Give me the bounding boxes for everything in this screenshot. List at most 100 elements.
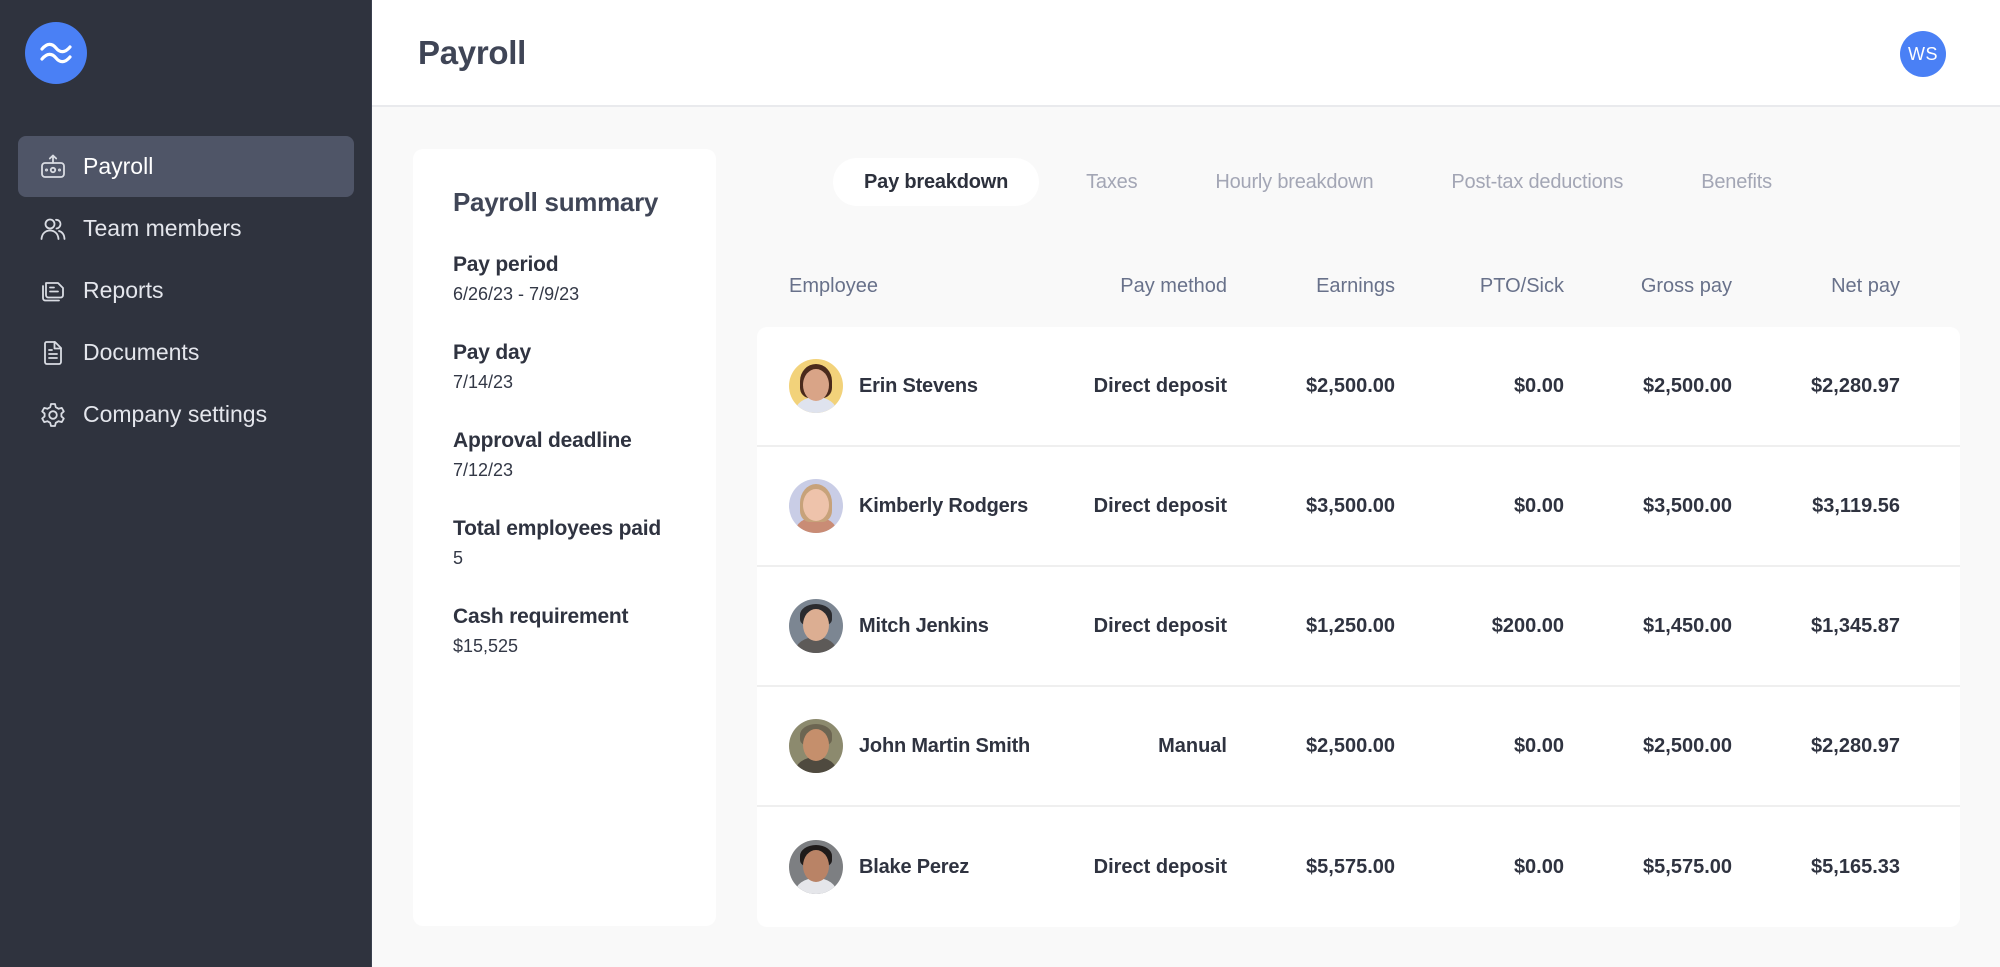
net-pay-cell: $2,280.97	[1811, 734, 1900, 757]
net-pay-cell: $3,119.56	[1812, 494, 1900, 517]
pto-sick-cell: $0.00	[1513, 734, 1564, 757]
user-avatar[interactable]: WS	[1900, 31, 1946, 77]
column-header-earnings[interactable]: Earnings	[1316, 274, 1395, 297]
pay-method-cell: Direct deposit	[1093, 614, 1227, 637]
pay-method-cell: Direct deposit	[1093, 494, 1227, 517]
sidebar-item-documents[interactable]: Documents	[18, 322, 354, 383]
avatar	[789, 599, 843, 653]
earnings-cell: $1,250.00	[1306, 614, 1395, 637]
reports-icon	[38, 276, 68, 306]
pay-breakdown-table: Employee Pay method Earnings PTO/Sick Gr…	[757, 245, 1960, 927]
pto-sick-cell: $0.00	[1513, 374, 1564, 397]
tab-taxes[interactable]: Taxes	[1086, 170, 1138, 193]
sidebar-item-label: Payroll	[83, 153, 154, 179]
table-row[interactable]: Kimberly Rodgers Direct deposit $3,500.0…	[757, 447, 1960, 567]
employee-name: Mitch Jenkins	[859, 614, 989, 637]
summary-cash-requirement: Cash requirement $15,525	[453, 602, 716, 657]
sidebar-nav: Payroll Team members Reports Documents	[18, 136, 354, 446]
employee-cell: John Martin Smith	[757, 719, 1057, 773]
sidebar-item-label: Team members	[83, 215, 242, 241]
net-pay-cell: $5,165.33	[1811, 855, 1900, 878]
employee-name: John Martin Smith	[859, 734, 1031, 757]
pay-method-cell: Direct deposit	[1093, 374, 1227, 397]
breakdown-tabs: Pay breakdown Taxes Hourly breakdown Pos…	[833, 158, 1819, 206]
payroll-icon	[38, 152, 68, 182]
top-bar: Payroll WS	[372, 0, 2000, 107]
summary-label: Total employees paid	[453, 517, 661, 540]
summary-label: Approval deadline	[453, 429, 632, 452]
column-header-net-pay[interactable]: Net pay	[1831, 274, 1900, 297]
employee-cell: Kimberly Rodgers	[757, 479, 1057, 533]
summary-value: 5	[453, 548, 464, 568]
table-row[interactable]: Erin Stevens Direct deposit $2,500.00 $0…	[757, 327, 1960, 447]
pay-method-cell: Direct deposit	[1093, 855, 1227, 878]
net-pay-cell: $1,345.87	[1811, 614, 1900, 637]
pto-sick-cell: $0.00	[1513, 494, 1564, 517]
summary-label: Pay day	[453, 341, 531, 364]
summary-label: Cash requirement	[453, 605, 629, 628]
summary-label: Pay period	[453, 253, 559, 276]
column-header-employee[interactable]: Employee	[789, 274, 878, 297]
employee-cell: Erin Stevens	[757, 359, 1057, 413]
sidebar-item-reports[interactable]: Reports	[18, 260, 354, 321]
summary-pay-day: Pay day 7/14/23	[453, 338, 716, 393]
summary-value: 6/26/23 - 7/9/23	[453, 284, 580, 304]
avatar	[789, 359, 843, 413]
summary-value: 7/14/23	[453, 372, 514, 392]
gross-pay-cell: $3,500.00	[1643, 494, 1732, 517]
summary-approval-deadline: Approval deadline 7/12/23	[453, 426, 716, 481]
tab-hourly-breakdown[interactable]: Hourly breakdown	[1215, 170, 1374, 193]
gross-pay-cell: $2,500.00	[1643, 374, 1732, 397]
pto-sick-cell: $0.00	[1513, 855, 1564, 878]
employee-cell: Mitch Jenkins	[757, 599, 1057, 653]
table-row[interactable]: Blake Perez Direct deposit $5,575.00 $0.…	[757, 807, 1960, 927]
earnings-cell: $5,575.00	[1306, 855, 1395, 878]
summary-total-employees: Total employees paid 5	[453, 514, 716, 569]
avatar	[789, 479, 843, 533]
summary-value: 7/12/23	[453, 460, 514, 480]
earnings-cell: $2,500.00	[1306, 734, 1395, 757]
gear-icon	[38, 400, 68, 430]
sidebar-item-label: Documents	[83, 339, 200, 365]
table-row[interactable]: Mitch Jenkins Direct deposit $1,250.00 $…	[757, 567, 1960, 687]
tab-benefits[interactable]: Benefits	[1701, 170, 1772, 193]
tab-pay-breakdown[interactable]: Pay breakdown	[833, 158, 1040, 206]
employee-name: Erin Stevens	[859, 374, 978, 397]
pay-method-cell: Manual	[1158, 734, 1227, 757]
table-body: Erin Stevens Direct deposit $2,500.00 $0…	[757, 327, 1960, 927]
column-header-pay-method[interactable]: Pay method	[1120, 274, 1227, 297]
earnings-cell: $2,500.00	[1306, 374, 1395, 397]
sidebar-item-label: Reports	[83, 277, 164, 303]
gross-pay-cell: $2,500.00	[1643, 734, 1732, 757]
employee-name: Blake Perez	[859, 855, 970, 878]
gross-pay-cell: $5,575.00	[1643, 855, 1732, 878]
earnings-cell: $3,500.00	[1306, 494, 1395, 517]
sidebar-item-label: Company settings	[83, 401, 268, 427]
gross-pay-cell: $1,450.00	[1643, 614, 1732, 637]
avatar	[789, 719, 843, 773]
sidebar-item-company-settings[interactable]: Company settings	[18, 384, 354, 445]
tab-post-tax-deductions[interactable]: Post-tax deductions	[1451, 170, 1624, 193]
employee-cell: Blake Perez	[757, 840, 1057, 894]
table-row[interactable]: John Martin Smith Manual $2,500.00 $0.00…	[757, 687, 1960, 807]
column-header-pto-sick[interactable]: PTO/Sick	[1479, 274, 1564, 297]
sidebar-item-payroll[interactable]: Payroll	[18, 136, 354, 197]
table-header: Employee Pay method Earnings PTO/Sick Gr…	[757, 245, 1960, 327]
summary-value: $15,525	[453, 636, 519, 656]
summary-title: Payroll summary	[453, 187, 659, 217]
page-title: Payroll	[418, 34, 526, 71]
sidebar-item-team-members[interactable]: Team members	[18, 198, 354, 259]
summary-pay-period: Pay period 6/26/23 - 7/9/23	[453, 250, 716, 305]
document-icon	[38, 338, 68, 368]
pto-sick-cell: $200.00	[1491, 614, 1564, 637]
employee-name: Kimberly Rodgers	[859, 494, 1029, 517]
column-header-gross-pay[interactable]: Gross pay	[1640, 274, 1732, 297]
users-icon	[38, 214, 68, 244]
main-content: Payroll WS Payroll summary Pay period 6/…	[372, 0, 2000, 967]
waves-icon[interactable]	[25, 22, 87, 84]
net-pay-cell: $2,280.97	[1811, 374, 1900, 397]
payroll-summary-card: Payroll summary Pay period 6/26/23 - 7/9…	[413, 149, 716, 926]
sidebar: Payroll Team members Reports Documents	[0, 0, 372, 967]
avatar	[789, 840, 843, 894]
